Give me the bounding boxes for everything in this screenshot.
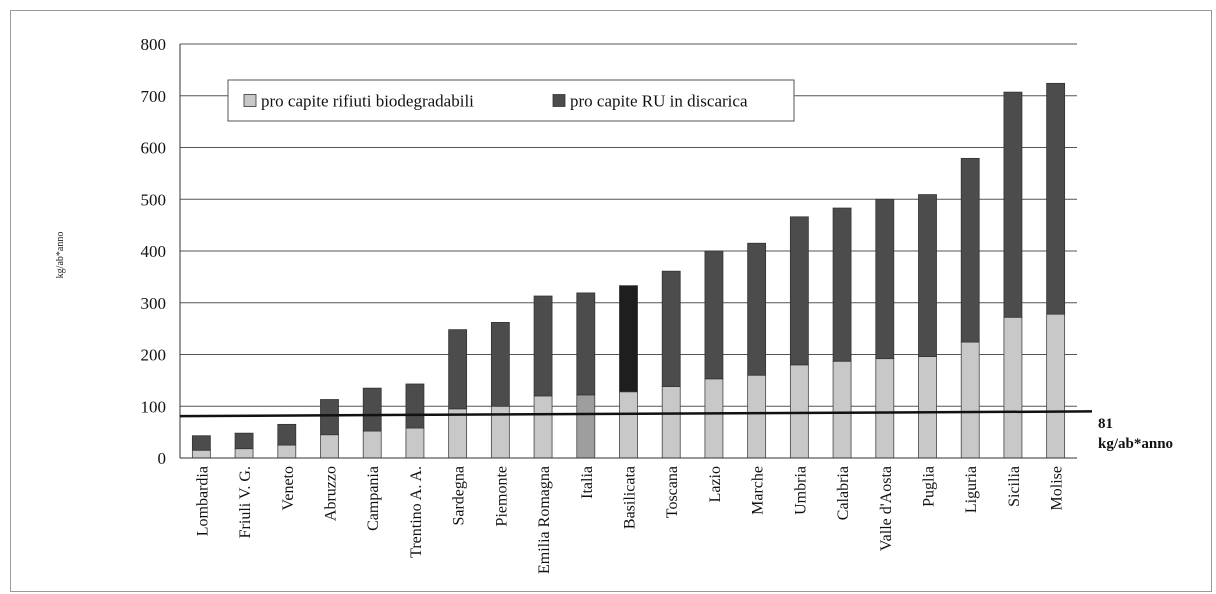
x-tick-label: Campania [365,466,382,531]
bar-segment-biodegradabili [704,378,724,459]
y-tick-label: 100 [141,397,167,416]
y-tick-label: 300 [141,294,167,313]
bar-segment-discarica [747,242,767,376]
x-tick-label: Puglia [921,466,938,507]
bar-segment-biodegradabili [661,386,681,459]
x-tick-label: Molise [1049,466,1066,510]
x-tick-label: Trentino A. A. [408,466,425,558]
bar-segment-discarica [362,387,382,432]
x-tick-label: Marche [750,466,767,515]
x-tick-label: Emilia Romagna [536,466,553,574]
bar-segment-discarica [619,285,638,393]
reference-line [179,410,1093,418]
bar-segment-biodegradabili [832,360,852,459]
bar-segment-discarica [661,270,681,387]
bar-segment-biodegradabili [918,356,937,459]
bar-segment-biodegradabili [234,448,254,459]
x-tick-label: Sardegna [451,466,468,526]
reference-line-group: 81 kg/ab*anno [179,410,1173,452]
axes: 0 100 200 300 400 500 600 700 800 kg/ab*anno Lomba… [55,35,1077,574]
y-tick-label: 400 [141,242,167,261]
x-tick-label: Liguria [963,466,980,513]
x-tick-label: Piemonte [493,466,510,526]
bar-segment-biodegradabili [405,427,425,459]
bar-segment-discarica [832,207,852,362]
bar-segment-discarica [533,295,553,397]
bar-segment-discarica [234,432,254,450]
bar-segment-biodegradabili [533,395,553,459]
y-tick-label: 800 [141,35,167,54]
bar-segment-discarica [1046,82,1066,315]
bar-segment-biodegradabili [619,391,638,459]
bar-segment-biodegradabili [1003,316,1023,459]
bar-segment-discarica [320,399,339,436]
bar-segment-discarica [191,435,211,451]
bar-segment-biodegradabili [875,358,895,459]
reference-line-unit-label: kg/ab*anno [1098,436,1173,452]
bar-segment-discarica [875,198,895,360]
y-axis-title: kg/ab*anno [55,232,66,279]
x-tick-label: Basilicata [622,466,639,529]
legend-label: pro capite RU in discarica [570,92,748,111]
bar-segment-biodegradabili [191,449,211,459]
bar-segment-discarica [405,383,425,429]
bar-segment-biodegradabili [277,444,297,459]
legend-swatch-discarica [552,94,566,107]
x-tick-label: Abruzzo [323,466,340,521]
bars [191,82,1066,459]
bar-segment-biodegradabili [789,364,809,459]
x-tick-label: Sicilia [1006,466,1023,507]
bar-segment-discarica [490,322,510,407]
bar-segment-biodegradabili [362,430,382,459]
y-tick-label: 700 [141,87,167,106]
bar-segment-biodegradabili [576,394,596,459]
x-tick-label: Lazio [707,466,724,502]
x-tick-label: Lombardia [194,466,211,536]
legend: pro capite rifiuti biodegradabili pro cap… [227,79,795,122]
y-tick-label: 500 [141,190,167,209]
y-tick-label: 600 [141,139,167,158]
y-tick-label: 200 [141,346,167,365]
bar-segment-discarica [789,216,809,366]
bar-segment-discarica [704,250,724,380]
x-tick-label: Umbria [792,466,809,515]
bar-segment-biodegradabili [960,341,980,459]
bar-segment-discarica [277,423,297,446]
x-tick-label: Veneto [280,466,297,510]
x-tick-label: Calabria [835,466,852,520]
bar-segment-discarica [576,292,596,396]
bar-segment-biodegradabili [1046,313,1066,459]
reference-line-value-label: 81 [1098,416,1113,432]
bar-segment-biodegradabili [448,408,468,459]
bar-segment-biodegradabili [320,434,339,459]
x-tick-label: Italia [579,466,596,499]
y-tick-label: 0 [158,449,167,468]
legend-box [227,79,795,122]
legend-swatch-biodegradabili [243,94,257,107]
bar-segment-discarica [960,157,980,343]
legend-label: pro capite rifiuti biodegradabili [261,92,474,111]
x-tick-label: Toscana [664,466,681,518]
x-tick-label: Friuli V. G. [237,466,254,538]
bar-segment-discarica [918,194,937,357]
x-tick-label: Valle d'Aosta [878,466,895,551]
bar-segment-discarica [448,329,468,410]
bar-segment-discarica [1003,91,1023,318]
bar-segment-biodegradabili [747,374,767,459]
